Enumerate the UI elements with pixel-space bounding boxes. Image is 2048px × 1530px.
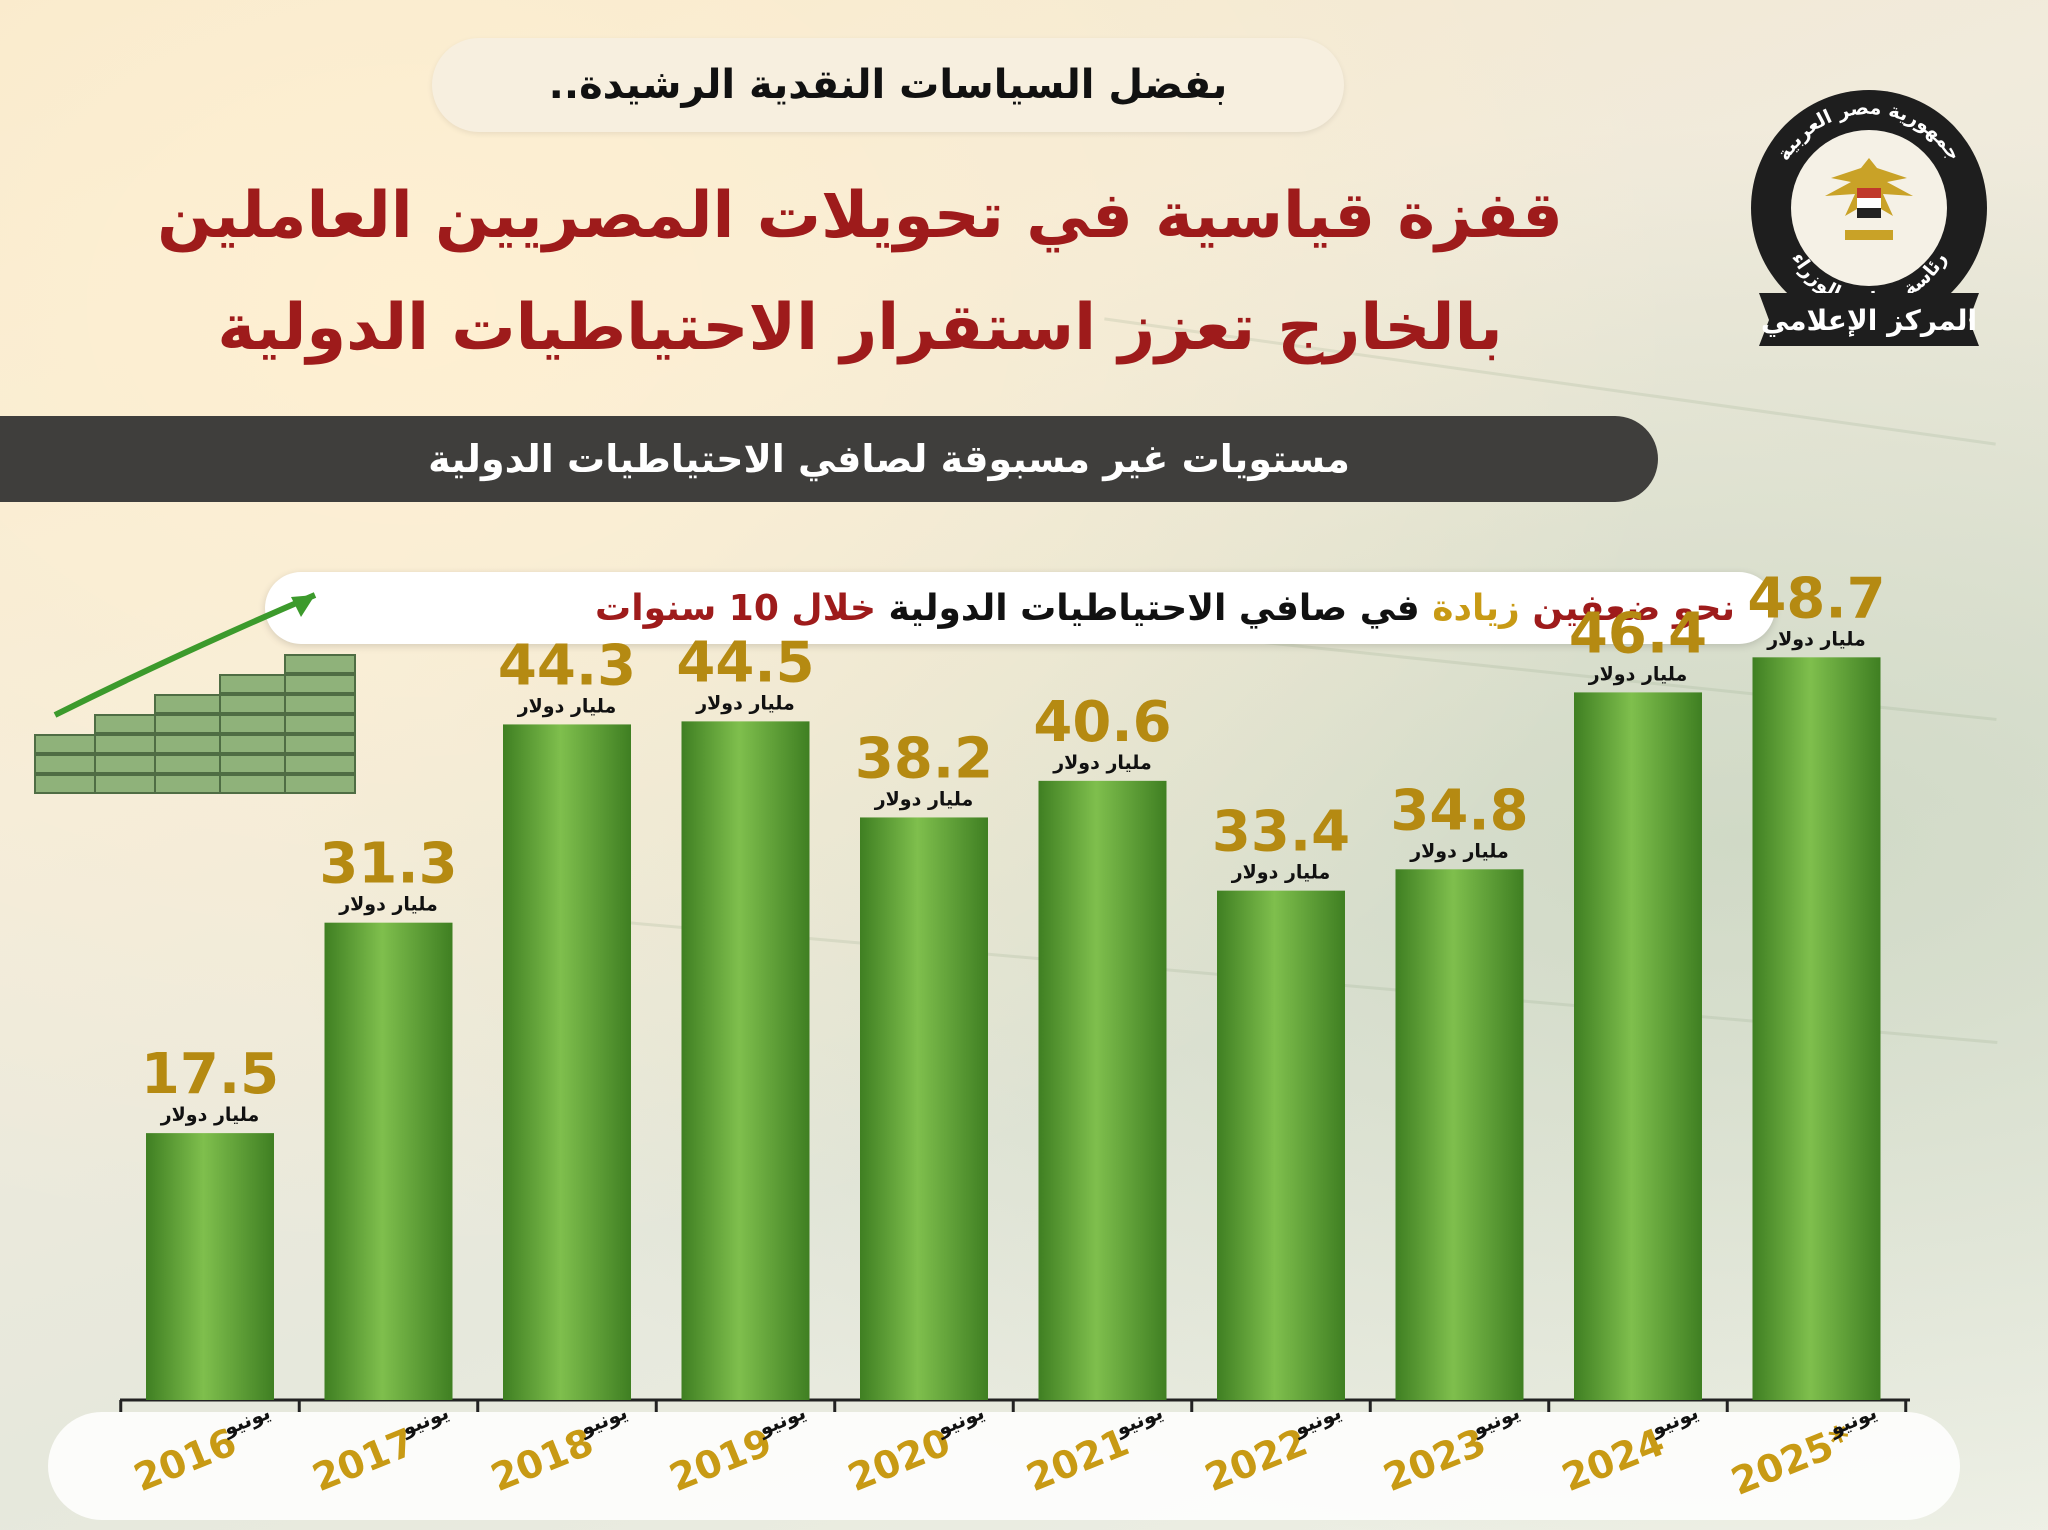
highlight-text: نحو ضعفين زيادة في صافي الاحتياطيات الدو… [595,588,1735,629]
data-label-2017: 31.3 [319,832,457,897]
data-label-2024: 46.4 [1569,601,1707,666]
bar-2016 [146,1133,274,1400]
unit-label-2018: مليار دولار [517,695,617,717]
unit-label-2023: مليار دولار [1409,840,1509,862]
page-title: قفزة قياسية في تحويلات المصريين العاملين… [40,160,1680,384]
bar-2023 [1395,869,1524,1400]
data-label-2020: 38.2 [855,726,993,791]
bar-2018 [503,724,631,1400]
unit-label-2021: مليار دولار [1052,752,1152,774]
logo-banner-text: المركز الإعلامي [1761,304,1977,337]
highlight-pill: نحو ضعفين زيادة في صافي الاحتياطيات الدو… [265,572,1775,644]
bar-2025* [1752,657,1881,1400]
highlight-part-3: في صافي الاحتياطيات الدولية [875,587,1433,629]
money-stack-icon [34,592,356,794]
bar-2024 [1574,692,1702,1400]
unit-label-2025*: مليار دولار [1766,628,1866,650]
highlight-part-1: نحو ضعفين [1519,587,1735,629]
unit-label-2017: مليار دولار [338,894,438,916]
section-band: مستويات غير مسبوقة لصافي الاحتياطيات الد… [0,416,1658,502]
data-label-2016: 17.5 [141,1042,279,1107]
unit-label-2024: مليار دولار [1588,663,1688,685]
x-axis-band [48,1412,1960,1520]
bar-2019 [681,721,810,1400]
logo-banner [1759,293,1979,346]
unit-label-2019: مليار دولار [695,692,795,714]
data-label-2022: 33.4 [1212,800,1350,865]
data-label-2021: 40.6 [1033,690,1171,755]
unit-label-2022: مليار دولار [1231,862,1331,884]
unit-label-2020: مليار دولار [874,788,974,810]
bar-2022 [1217,890,1345,1400]
bar-2020 [860,817,988,1400]
media-center-logo: جمهورية مصر العربية رئاسة مجلس الوزراء ا… [1751,90,1987,346]
data-label-2018: 44.3 [498,633,636,698]
data-label-2023: 34.8 [1390,778,1528,843]
data-label-2019: 44.5 [676,630,814,695]
highlight-part-4: خلال 10 سنوات [595,587,876,629]
highlight-part-2: زيادة [1432,587,1520,629]
title-line-1: قفزة قياسية في تحويلات المصريين العاملين [157,179,1563,253]
subtitle-pill: بفضل السياسات النقدية الرشيدة.. [432,38,1344,132]
title-line-2: بالخارج تعزز استقرار الاحتياطيات الدولية [217,291,1503,365]
unit-label-2016: مليار دولار [160,1104,260,1126]
data-label-2025*: 48.7 [1747,566,1885,631]
band-text: مستويات غير مسبوقة لصافي الاحتياطيات الد… [428,437,1350,481]
bar-2017 [324,922,453,1400]
bar-2021 [1038,780,1167,1400]
subtitle-text: بفضل السياسات النقدية الرشيدة.. [548,62,1228,108]
eagle-icon [1825,158,1913,240]
